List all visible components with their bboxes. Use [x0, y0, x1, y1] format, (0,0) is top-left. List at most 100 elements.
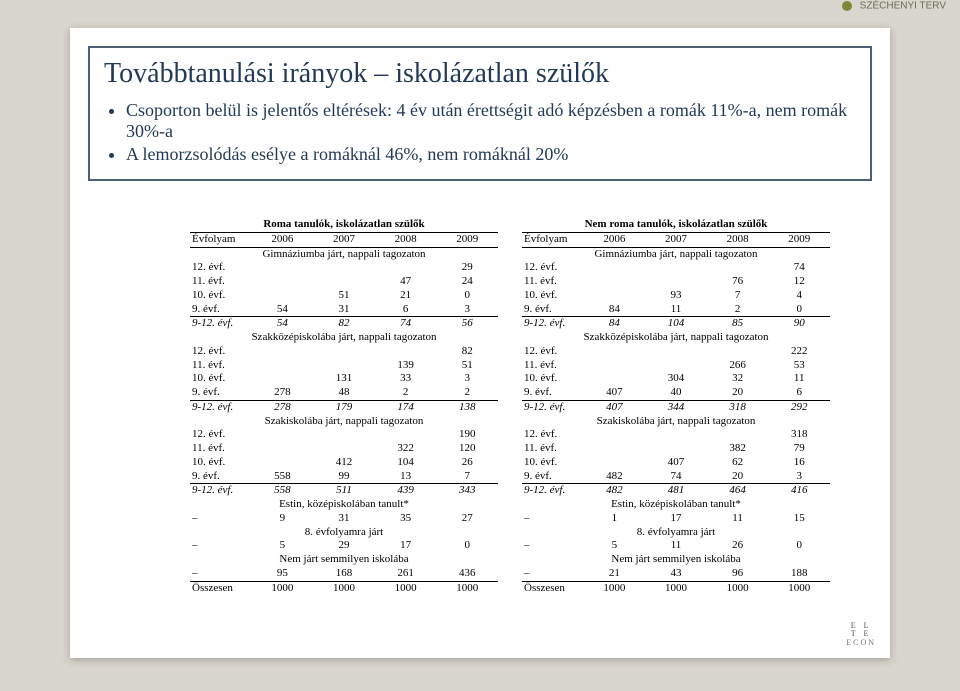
cell: 17 — [645, 512, 707, 526]
section-sum: 9-12. évf.558511439343 — [190, 484, 498, 498]
cell: 79 — [768, 442, 830, 456]
row-label: 12. évf. — [190, 428, 252, 442]
cell — [252, 275, 314, 289]
row-label: 9. évf. — [522, 303, 584, 317]
cell: 90 — [768, 317, 830, 331]
cell: 1000 — [436, 581, 498, 595]
cell: 322 — [375, 442, 437, 456]
top-program-label: SZÉCHENYI TERV — [746, 0, 960, 22]
cell: 48 — [313, 386, 375, 400]
cell: 76 — [707, 275, 769, 289]
cell: 43 — [645, 567, 707, 581]
cell: 35 — [375, 512, 437, 526]
cell: 481 — [645, 484, 707, 498]
cell: 2 — [375, 386, 437, 400]
cell: 1000 — [707, 581, 769, 595]
cell — [252, 359, 314, 373]
cell: 179 — [313, 400, 375, 414]
table-row: 9. évf.48274203 — [522, 470, 830, 484]
row-label: 9. évf. — [190, 386, 252, 400]
logo-line: ECON — [846, 639, 876, 648]
cell: 139 — [375, 359, 437, 373]
section-sum: 9-12. évf.841048590 — [522, 317, 830, 331]
cell — [252, 261, 314, 275]
row-label: 9. évf. — [522, 470, 584, 484]
cell: 318 — [768, 428, 830, 442]
cell: 53 — [768, 359, 830, 373]
cell — [645, 359, 707, 373]
total-row: Összesen1000100010001000 — [522, 581, 830, 595]
table-row: 10. évf.3043211 — [522, 372, 830, 386]
cell — [313, 275, 375, 289]
cell — [645, 261, 707, 275]
cell: 104 — [375, 456, 437, 470]
bullet-item: Csoporton belül is jelentős eltérések: 4… — [126, 100, 856, 142]
cell — [252, 442, 314, 456]
cell: 29 — [436, 261, 498, 275]
row-label: – — [522, 512, 584, 526]
cell: 40 — [645, 386, 707, 400]
row-label: 10. évf. — [190, 289, 252, 303]
cell: 21 — [375, 289, 437, 303]
cell — [584, 261, 646, 275]
cell: 131 — [313, 372, 375, 386]
col-header: 2006 — [252, 232, 314, 247]
row-label: 12. évf. — [190, 261, 252, 275]
cell: 26 — [707, 539, 769, 553]
cell: 33 — [375, 372, 437, 386]
table-row: 12. évf. 318 — [522, 428, 830, 442]
data-table: Roma tanulók, iskolázatlan szülőkÉvfolya… — [190, 218, 498, 595]
section-title: Szakiskolába járt, nappali tagozaton — [522, 415, 830, 429]
cell: 261 — [375, 567, 437, 581]
cell: 11 — [645, 303, 707, 317]
section-title: 8. évfolyamra járt — [190, 526, 498, 540]
cell: 0 — [436, 539, 498, 553]
table-row: 10. évf.4076216 — [522, 456, 830, 470]
row-label: – — [522, 567, 584, 581]
cell: 93 — [645, 289, 707, 303]
cell: 343 — [436, 484, 498, 498]
cell: 120 — [436, 442, 498, 456]
row-label: 12. évf. — [522, 428, 584, 442]
cell: 13 — [375, 470, 437, 484]
cell: 51 — [313, 289, 375, 303]
total-row: Összesen1000100010001000 — [190, 581, 498, 595]
cell: 138 — [436, 400, 498, 414]
cell: 74 — [375, 317, 437, 331]
row-label: 9-12. évf. — [190, 400, 252, 414]
cell: 1 — [584, 512, 646, 526]
section-title: Estin, középiskolában tanult* — [190, 498, 498, 512]
row-label: 9-12. évf. — [522, 484, 584, 498]
cell: 407 — [584, 386, 646, 400]
bullet-list: Csoporton belül is jelentős eltérések: 4… — [104, 100, 856, 165]
cell: 32 — [707, 372, 769, 386]
row-label: 10. évf. — [522, 289, 584, 303]
cell — [252, 345, 314, 359]
table-row: 9. évf.841120 — [522, 303, 830, 317]
table-row: 9. évf.2784822 — [190, 386, 498, 400]
cell: 21 — [584, 567, 646, 581]
cell: 74 — [768, 261, 830, 275]
row-label: 9-12. évf. — [522, 400, 584, 414]
row-label: – — [190, 539, 252, 553]
section-title: Nem járt semmilyen iskolába — [522, 553, 830, 567]
cell — [313, 428, 375, 442]
cell: 558 — [252, 484, 314, 498]
cell: 6 — [375, 303, 437, 317]
cell: 3 — [436, 372, 498, 386]
cell: 482 — [584, 470, 646, 484]
cell: 0 — [768, 303, 830, 317]
cell: 96 — [707, 567, 769, 581]
leaf-icon — [841, 0, 853, 12]
col-header: Évfolyam — [522, 232, 584, 247]
cell: 104 — [645, 317, 707, 331]
cell: 188 — [768, 567, 830, 581]
cell — [375, 261, 437, 275]
table-row: 12. évf. 29 — [190, 261, 498, 275]
row-label: 9. évf. — [190, 303, 252, 317]
table-row: 10. évf.131333 — [190, 372, 498, 386]
cell: 74 — [645, 470, 707, 484]
cell — [707, 261, 769, 275]
cell — [375, 428, 437, 442]
row-label: 10. évf. — [522, 372, 584, 386]
